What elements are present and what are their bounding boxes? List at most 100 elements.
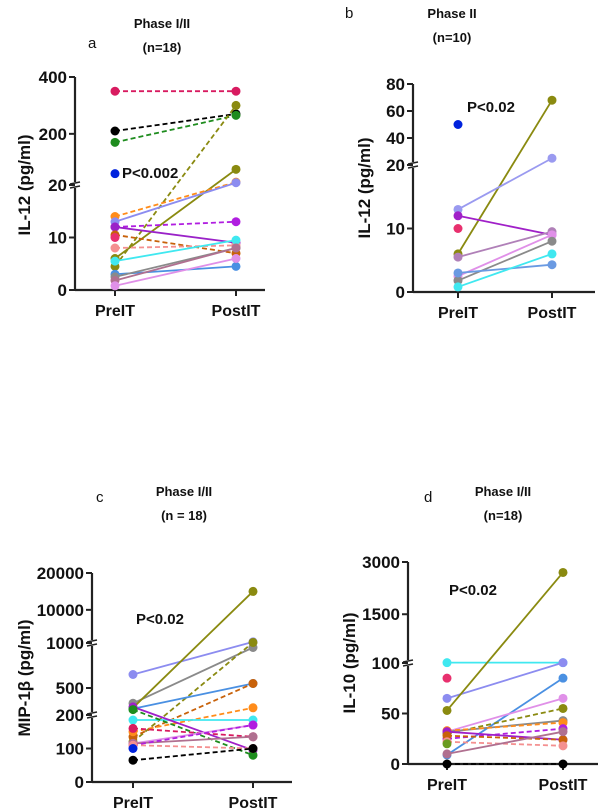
series-line [114, 104, 237, 267]
x-tick-label: PreIT [95, 303, 135, 320]
series-line [457, 253, 553, 288]
panel-c: c Phase I/II (n = 18) P<0.02 MIP-1β (pg/ml) 0… [15, 484, 292, 811]
data-point-post [558, 741, 568, 751]
series-line [132, 724, 254, 747]
panel-letter: d [424, 489, 432, 506]
x-tick-label: PostIT [528, 305, 577, 322]
panel-letter: a [88, 35, 97, 52]
y-tick-label: 40 [386, 129, 405, 148]
data-point-pre [453, 268, 463, 278]
data-point-post [558, 673, 568, 683]
series-line [114, 247, 237, 282]
panel-letter: c [96, 489, 104, 506]
data-point-post [248, 744, 258, 753]
data-point-pre [128, 715, 138, 725]
series-line [114, 168, 237, 260]
data-point-pre [442, 705, 452, 715]
y-tick-label: 10000 [37, 601, 84, 620]
axis-break-mark [86, 711, 98, 715]
axis-break-mark [69, 185, 81, 189]
data-point-post [547, 249, 557, 259]
chart-subtitle: (n=18) [484, 508, 523, 523]
y-tick-label: 1500 [362, 605, 400, 624]
series-line [132, 646, 254, 705]
data-point-post [558, 658, 568, 668]
data-point-post [248, 732, 258, 742]
data-point-pre [442, 739, 452, 749]
axis-break-mark [86, 715, 98, 719]
series-line [114, 244, 237, 249]
x-tick-label: PreIT [113, 795, 153, 811]
series-line [114, 226, 237, 244]
data-point-post [558, 759, 568, 769]
data-point-post [558, 703, 568, 713]
y-tick-label: 60 [386, 102, 405, 121]
y-tick-label: 80 [386, 75, 405, 94]
chart-title: Phase I/II [475, 484, 531, 499]
series-line [114, 113, 237, 132]
series-line [132, 682, 254, 710]
series-line [457, 234, 553, 277]
data-point-post [231, 86, 241, 96]
data-point-pre [453, 204, 463, 214]
series-line [457, 230, 553, 258]
series-line [457, 214, 553, 236]
chart-title: Phase I/II [156, 484, 212, 499]
series-line [114, 257, 237, 287]
y-tick-label: 20 [386, 156, 405, 175]
data-point-pre [442, 693, 452, 703]
data-point-post [231, 235, 241, 245]
series-line [457, 240, 553, 282]
y-tick-label: 200 [39, 125, 67, 144]
series-line [114, 114, 237, 144]
data-point-post [248, 720, 258, 730]
y-tick-label: 0 [75, 773, 84, 792]
data-point-pre [110, 243, 120, 253]
y-tick-label: 100 [372, 654, 400, 673]
data-point-post [231, 100, 241, 110]
data-point-post [547, 153, 557, 163]
data-point-post [248, 586, 258, 596]
data-point-post [248, 750, 258, 760]
chart-title: Phase I/II [134, 16, 190, 31]
axis-break-mark [402, 663, 414, 667]
axis-break-mark [86, 639, 98, 643]
data-point-post [231, 164, 241, 174]
series-line [457, 99, 553, 255]
series-line [446, 721, 564, 732]
data-point-post [558, 693, 568, 703]
y-tick-label: 0 [58, 281, 67, 300]
chart-subtitle: (n = 18) [161, 508, 207, 523]
data-point-post [231, 254, 241, 263]
series-line [446, 661, 564, 700]
data-point-pre [110, 281, 120, 291]
series-line [446, 697, 564, 733]
series-line [457, 263, 553, 274]
y-tick-label: 400 [39, 68, 67, 87]
data-point-pre [128, 670, 138, 679]
x-tick-label: PostIT [539, 777, 588, 794]
data-point-post [248, 703, 258, 713]
y-axis-label: MIP-1β (pg/ml) [15, 619, 34, 736]
series-line [446, 740, 564, 747]
axis-break-mark [86, 643, 98, 647]
data-point-pre [453, 120, 463, 129]
x-tick-label: PostIT [229, 795, 278, 811]
series-line [132, 747, 254, 762]
series-line [446, 730, 564, 755]
y-tick-label: 3000 [362, 553, 400, 572]
x-tick-label: PreIT [427, 777, 467, 794]
data-point-pre [442, 658, 452, 668]
data-point-pre [110, 137, 120, 147]
data-point-pre [128, 744, 138, 753]
data-point-post [558, 567, 568, 577]
series-line [446, 571, 564, 712]
data-point-pre [110, 256, 120, 266]
data-point-post [547, 260, 557, 270]
y-tick-label: 0 [396, 283, 405, 302]
data-point-pre [110, 222, 120, 232]
series-line [114, 233, 237, 255]
series-line [132, 590, 254, 709]
panel-letter: b [345, 5, 353, 22]
